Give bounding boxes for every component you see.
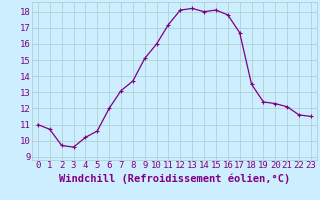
- X-axis label: Windchill (Refroidissement éolien,°C): Windchill (Refroidissement éolien,°C): [59, 173, 290, 184]
